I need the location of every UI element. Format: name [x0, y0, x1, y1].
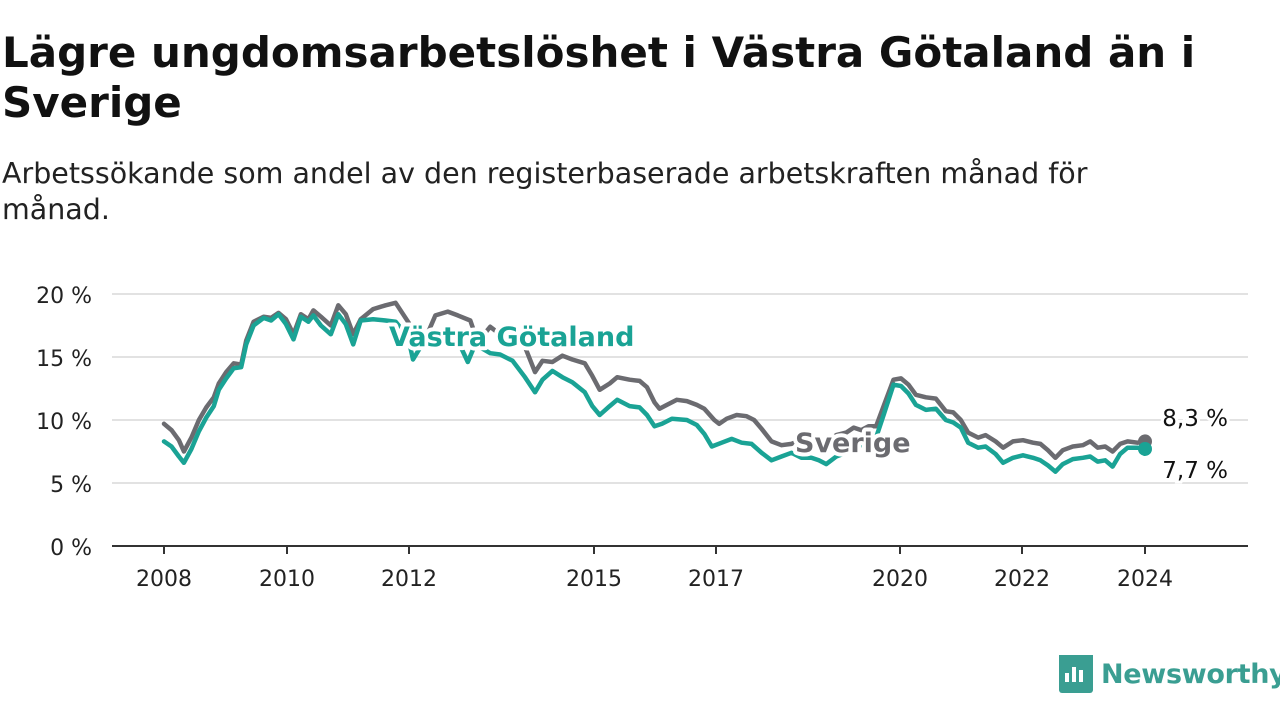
- newsworthy-logo[interactable]: Newsworthy: [1059, 654, 1280, 694]
- y-tick-label: 0 %: [50, 536, 92, 561]
- end-label-vastra-gotaland: 7,7 %: [1162, 458, 1228, 484]
- y-tick-label: 15 %: [36, 347, 92, 372]
- end-label-sverige: 8,3 %: [1162, 406, 1228, 432]
- x-tick-label: 2015: [566, 567, 622, 592]
- newsworthy-logo-icon: [1059, 655, 1093, 693]
- y-tick-label: 10 %: [36, 410, 92, 435]
- y-tick-label: 20 %: [36, 284, 92, 309]
- series-label-vastra-gotaland: Västra Götaland: [389, 322, 634, 353]
- chart-title: Lägre ungdomsarbetslöshet i Västra Götal…: [2, 28, 1196, 127]
- y-tick-label: 5 %: [50, 473, 92, 498]
- series-line-vastra-gotaland: [161, 311, 1148, 474]
- series-label-sverige-halo: Sverige: [795, 428, 911, 459]
- series-label-vastra-gotaland-halo: Västra Götaland: [389, 322, 634, 353]
- x-tick-label: 2024: [1117, 567, 1173, 592]
- series-label-sverige: Sverige: [795, 428, 911, 459]
- line-chart: 0 %5 %10 %15 %20 % 2008 2010 2012 2015 2017 2…: [36, 284, 1248, 592]
- chart-subtitle: Arbetssökande som andel av den registerb…: [2, 157, 1088, 226]
- series-line-sverige: [161, 300, 1148, 461]
- x-tick-label: 2010: [259, 567, 315, 592]
- brand-name: Newsworthy: [1101, 658, 1280, 690]
- x-tick-label: 2012: [381, 567, 437, 592]
- x-tick-label: 2008: [136, 567, 192, 592]
- x-axis: 2008 2010 2012 2015 2017 2020 2022 2024: [112, 545, 1248, 592]
- series-end-point: [1138, 441, 1152, 456]
- x-tick-label: 2020: [872, 567, 928, 592]
- end-label-vastra-gotaland-halo: 7,7 %: [1162, 458, 1228, 484]
- y-axis-ticks: 0 % 5 % 10 % 15 % 20 %: [36, 284, 92, 561]
- x-tick-label: 2017: [688, 567, 744, 592]
- series-lines: [161, 300, 1152, 474]
- x-tick-label: 2022: [994, 567, 1050, 592]
- end-label-sverige-halo: 8,3 %: [1162, 406, 1228, 432]
